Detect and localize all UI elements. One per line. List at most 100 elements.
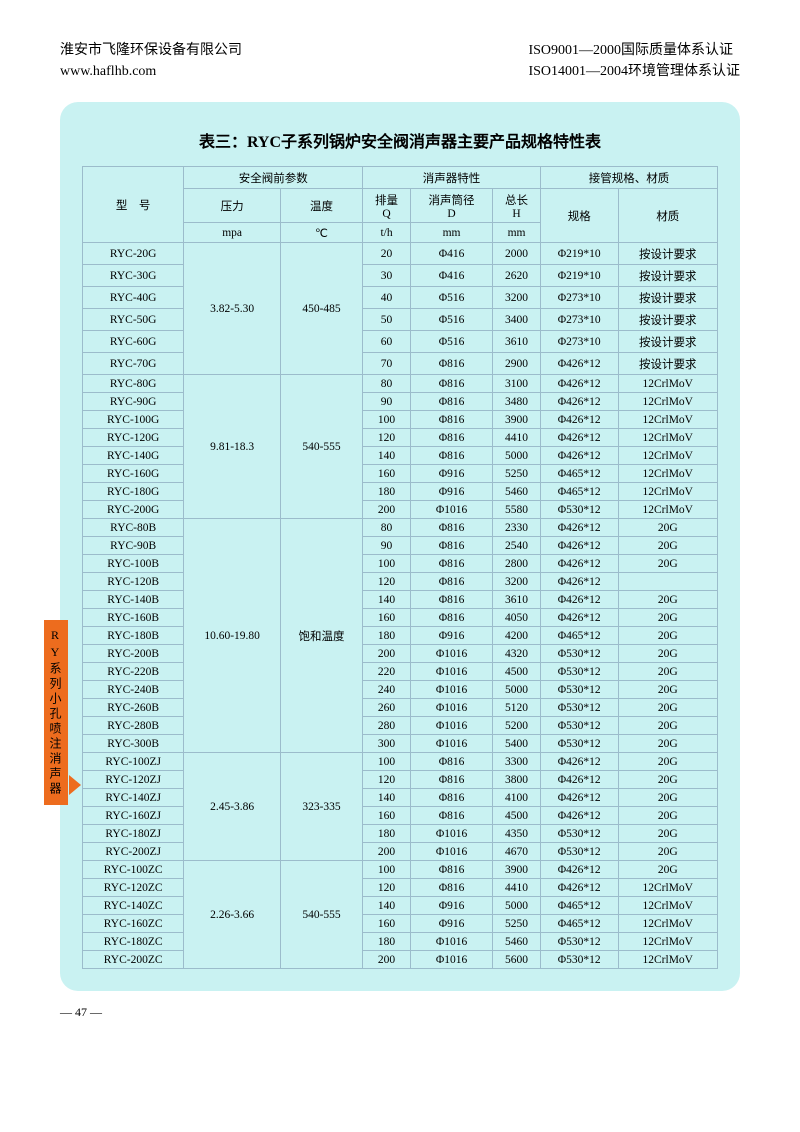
- cell-h: 2330: [493, 519, 541, 537]
- cell-spec: Φ530*12: [540, 645, 618, 663]
- table-row: RYC-120ZC120Φ8164410Φ426*1212CrlMoV: [83, 879, 718, 897]
- cell-d: Φ1016: [410, 735, 492, 753]
- unit-dia: mm: [410, 223, 492, 243]
- cell-d: Φ816: [410, 429, 492, 447]
- cell-mat: 20G: [618, 681, 717, 699]
- cell-spec: Φ426*12: [540, 753, 618, 771]
- cell-d: Φ1016: [410, 663, 492, 681]
- cell-q: 120: [363, 879, 411, 897]
- cell-h: 4350: [493, 825, 541, 843]
- cell-spec: Φ530*12: [540, 843, 618, 861]
- cell-q: 180: [363, 483, 411, 501]
- cell-h: 3200: [493, 287, 541, 309]
- cell-model: RYC-160ZC: [83, 915, 184, 933]
- cell-d: Φ416: [410, 265, 492, 287]
- cell-q: 160: [363, 807, 411, 825]
- table-row: RYC-140G140Φ8165000Φ426*1212CrlMoV: [83, 447, 718, 465]
- cell-model: RYC-120B: [83, 573, 184, 591]
- cell-q: 70: [363, 353, 411, 375]
- cell-d: Φ816: [410, 573, 492, 591]
- cell-d: Φ1016: [410, 933, 492, 951]
- cell-d: Φ816: [410, 789, 492, 807]
- cell-h: 5000: [493, 447, 541, 465]
- cell-h: 5250: [493, 465, 541, 483]
- table-row: RYC-30G30Φ4162620Φ219*10按设计要求: [83, 265, 718, 287]
- table-row: RYC-80G9.81-18.3540-55580Φ8163100Φ426*12…: [83, 375, 718, 393]
- table-row: RYC-40G40Φ5163200Φ273*10按设计要求: [83, 287, 718, 309]
- cell-h: 5000: [493, 681, 541, 699]
- cell-mat: 20G: [618, 609, 717, 627]
- cell-model: RYC-120G: [83, 429, 184, 447]
- cell-spec: Φ426*12: [540, 519, 618, 537]
- document-page: 淮安市飞隆环保设备有限公司 www.haflhb.com ISO9001—200…: [0, 0, 800, 1132]
- table-row: RYC-140ZC140Φ9165000Φ465*1212CrlMoV: [83, 897, 718, 915]
- cell-mat: 20G: [618, 591, 717, 609]
- cell-spec: Φ426*12: [540, 609, 618, 627]
- cell-q: 100: [363, 555, 411, 573]
- page-number: — 47 —: [60, 1005, 740, 1020]
- cell-d: Φ1016: [410, 717, 492, 735]
- table-row: RYC-20G3.82-5.30450-48520Φ4162000Φ219*10…: [83, 243, 718, 265]
- cell-mat: 12CrlMoV: [618, 429, 717, 447]
- cell-mat: 20G: [618, 771, 717, 789]
- cell-q: 160: [363, 465, 411, 483]
- cell-h: 4320: [493, 645, 541, 663]
- cell-h: 4500: [493, 663, 541, 681]
- cell-q: 140: [363, 789, 411, 807]
- cell-temp: 450-485: [280, 243, 362, 375]
- cell-d: Φ816: [410, 447, 492, 465]
- cell-mat: 按设计要求: [618, 353, 717, 375]
- cell-spec: Φ426*12: [540, 591, 618, 609]
- cell-mat: 12CrlMoV: [618, 879, 717, 897]
- cell-spec: Φ426*12: [540, 789, 618, 807]
- cell-d: Φ1016: [410, 825, 492, 843]
- cell-mat: 20G: [618, 861, 717, 879]
- cell-q: 180: [363, 825, 411, 843]
- table-row: RYC-120B120Φ8163200Φ426*12: [83, 573, 718, 591]
- cell-spec: Φ426*12: [540, 429, 618, 447]
- cell-spec: Φ465*12: [540, 915, 618, 933]
- cell-d: Φ816: [410, 393, 492, 411]
- company-website: www.haflhb.com: [60, 61, 242, 82]
- cell-d: Φ816: [410, 879, 492, 897]
- table-row: RYC-100B100Φ8162800Φ426*1220G: [83, 555, 718, 573]
- cell-q: 180: [363, 627, 411, 645]
- cell-q: 140: [363, 591, 411, 609]
- table-row: RYC-160B160Φ8164050Φ426*1220G: [83, 609, 718, 627]
- table-row: RYC-90B90Φ8162540Φ426*1220G: [83, 537, 718, 555]
- content-panel: 表三：RYC子系列锅炉安全阀消声器主要产品规格特性表 型 号 安全阀前参数 消声…: [60, 102, 740, 991]
- cell-mat: 按设计要求: [618, 331, 717, 353]
- table-head: 型 号 安全阀前参数 消声器特性 接管规格、材质 压力 温度 排量Q 消声筒径D…: [83, 167, 718, 243]
- cell-model: RYC-160B: [83, 609, 184, 627]
- cell-d: Φ816: [410, 519, 492, 537]
- cell-q: 200: [363, 501, 411, 519]
- table-row: RYC-200ZC200Φ10165600Φ530*1212CrlMoV: [83, 951, 718, 969]
- cell-q: 90: [363, 393, 411, 411]
- table-row: RYC-160ZC160Φ9165250Φ465*1212CrlMoV: [83, 915, 718, 933]
- cell-mat: 12CrlMoV: [618, 933, 717, 951]
- spec-table: 型 号 安全阀前参数 消声器特性 接管规格、材质 压力 温度 排量Q 消声筒径D…: [82, 166, 718, 969]
- cell-q: 140: [363, 447, 411, 465]
- cell-spec: Φ273*10: [540, 287, 618, 309]
- table-row: RYC-50G50Φ5163400Φ273*10按设计要求: [83, 309, 718, 331]
- cell-h: 5200: [493, 717, 541, 735]
- cell-pressure: 2.45-3.86: [184, 753, 281, 861]
- cell-mat: 20G: [618, 519, 717, 537]
- col-model: 型 号: [83, 167, 184, 243]
- cell-h: 2900: [493, 353, 541, 375]
- table-row: RYC-300B300Φ10165400Φ530*1220G: [83, 735, 718, 753]
- cell-spec: Φ426*12: [540, 353, 618, 375]
- cell-spec: Φ273*10: [540, 309, 618, 331]
- cell-temp: 540-555: [280, 375, 362, 519]
- cell-q: 160: [363, 915, 411, 933]
- cell-mat: 按设计要求: [618, 243, 717, 265]
- cell-spec: Φ530*12: [540, 681, 618, 699]
- cell-model: RYC-100B: [83, 555, 184, 573]
- col-group-silencer: 消声器特性: [363, 167, 541, 189]
- cell-d: Φ816: [410, 353, 492, 375]
- table-row: RYC-200G200Φ10165580Φ530*1212CrlMoV: [83, 501, 718, 519]
- cell-q: 20: [363, 243, 411, 265]
- cell-model: RYC-300B: [83, 735, 184, 753]
- col-group-valve: 安全阀前参数: [184, 167, 363, 189]
- cell-model: RYC-120ZC: [83, 879, 184, 897]
